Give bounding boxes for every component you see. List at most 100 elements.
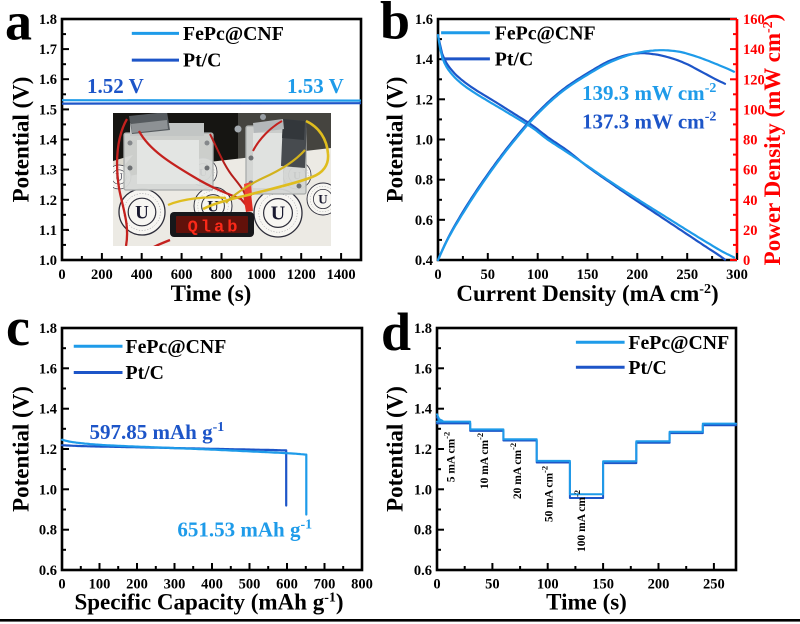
svg-text:139.3 mW cm-2: 139.3 mW cm-2 [582,81,716,105]
svg-text:U: U [115,172,122,183]
svg-text:U: U [271,203,285,225]
svg-text:100 mA cm-2: 100 mA cm-2 [572,490,588,552]
svg-text:Time (s): Time (s) [171,281,252,306]
svg-text:0: 0 [433,577,440,593]
svg-text:1.0: 1.0 [39,253,57,269]
svg-text:U: U [135,202,149,223]
svg-text:1.6: 1.6 [39,361,57,377]
svg-text:1.4: 1.4 [414,402,432,418]
svg-text:1.4: 1.4 [415,52,433,68]
svg-text:200: 200 [648,577,670,593]
svg-text:0: 0 [434,267,441,283]
svg-text:1.5: 1.5 [39,102,57,118]
svg-text:c: c [6,297,30,357]
svg-text:1.0: 1.0 [415,133,433,149]
svg-text:597.85 mAh g-1: 597.85 mAh g-1 [90,420,225,444]
svg-text:120: 120 [743,72,765,88]
svg-text:0: 0 [743,253,750,269]
svg-text:1.8: 1.8 [39,12,57,28]
svg-text:Pt/C: Pt/C [126,362,164,384]
svg-text:1.52 V: 1.52 V [87,74,144,98]
svg-text:Pt/C: Pt/C [628,357,666,379]
svg-text:FePc@CNF: FePc@CNF [495,22,596,44]
svg-text:0.8: 0.8 [414,523,432,539]
svg-text:Time (s): Time (s) [546,590,627,615]
svg-text:d: d [381,302,411,362]
svg-text:1.0: 1.0 [39,482,57,498]
svg-text:0.6: 0.6 [39,563,57,579]
svg-text:FePc@CNF: FePc@CNF [628,332,729,354]
svg-text:Potential (V): Potential (V) [9,77,34,203]
svg-text:0: 0 [58,577,65,593]
svg-text:0.4: 0.4 [415,253,433,269]
svg-text:50: 50 [485,577,500,593]
svg-text:80: 80 [743,133,758,149]
svg-text:0.6: 0.6 [414,563,432,579]
svg-text:800: 800 [351,577,373,593]
svg-text:1.8: 1.8 [39,321,57,337]
svg-text:1200: 1200 [287,267,316,283]
svg-text:60: 60 [743,163,758,179]
svg-text:b: b [380,0,410,51]
svg-text:1.2: 1.2 [39,442,57,458]
svg-text:500: 500 [239,577,261,593]
svg-text:140: 140 [743,42,765,58]
svg-text:1.2: 1.2 [414,442,432,458]
svg-text:0: 0 [58,267,65,283]
svg-text:800: 800 [211,267,233,283]
svg-text:1.6: 1.6 [415,12,433,28]
svg-text:Specific Capacity (mAh g-1): Specific Capacity (mAh g-1) [74,590,343,615]
svg-text:600: 600 [276,577,298,593]
svg-text:200: 200 [91,267,113,283]
svg-text:a: a [5,0,32,52]
svg-text:137.3 mW cm-2: 137.3 mW cm-2 [582,109,716,133]
svg-text:FePc@CNF: FePc@CNF [183,23,284,45]
svg-text:100: 100 [89,577,111,593]
svg-text:50: 50 [481,267,496,283]
svg-text:250: 250 [676,267,698,283]
svg-text:100: 100 [537,577,559,593]
svg-text:40: 40 [743,193,758,209]
svg-text:150: 150 [577,267,599,283]
svg-text:1.8: 1.8 [414,321,432,337]
svg-text:1.3: 1.3 [39,163,57,179]
svg-text:1.0: 1.0 [414,482,432,498]
svg-text:Qlab: Qlab [188,219,241,238]
svg-text:1.2: 1.2 [415,92,433,108]
svg-text:200: 200 [126,577,148,593]
svg-text:0.6: 0.6 [415,213,433,229]
svg-text:250: 250 [703,577,725,593]
svg-text:1.2: 1.2 [39,193,57,209]
svg-text:Potential (V): Potential (V) [382,77,407,203]
svg-text:400: 400 [131,267,153,283]
svg-text:5 mA cm-2: 5 mA cm-2 [442,432,458,483]
svg-text:FePc@CNF: FePc@CNF [126,336,227,358]
svg-text:0.8: 0.8 [39,523,57,539]
svg-text:700: 700 [314,577,336,593]
svg-text:1.6: 1.6 [414,361,432,377]
svg-text:10 mA cm-2: 10 mA cm-2 [475,433,491,489]
svg-text:1.6: 1.6 [39,72,57,88]
svg-text:1.7: 1.7 [39,42,57,58]
svg-text:1.53 V: 1.53 V [287,74,344,98]
svg-text:1000: 1000 [247,267,276,283]
svg-text:Potential (V): Potential (V) [382,386,407,512]
svg-text:100: 100 [743,102,765,118]
svg-text:200: 200 [626,267,648,283]
svg-text:Pt/C: Pt/C [183,50,221,72]
svg-text:1.1: 1.1 [39,223,57,239]
svg-text:300: 300 [726,267,748,283]
svg-text:0.8: 0.8 [415,173,433,189]
svg-text:Potential (V): Potential (V) [9,386,34,512]
svg-text:600: 600 [171,267,193,283]
svg-text:20 mA cm-2: 20 mA cm-2 [508,443,524,499]
svg-text:Current Density (mA cm-2): Current Density (mA cm-2) [456,281,718,306]
svg-text:50 mA cm-2: 50 mA cm-2 [540,466,556,522]
svg-text:100: 100 [527,267,549,283]
svg-text:20: 20 [743,223,758,239]
svg-text:651.53 mAh g-1: 651.53 mAh g-1 [177,517,312,541]
svg-text:160: 160 [743,12,765,28]
svg-text:150: 150 [592,577,614,593]
svg-text:U: U [318,192,328,207]
svg-text:1.4: 1.4 [39,133,57,149]
